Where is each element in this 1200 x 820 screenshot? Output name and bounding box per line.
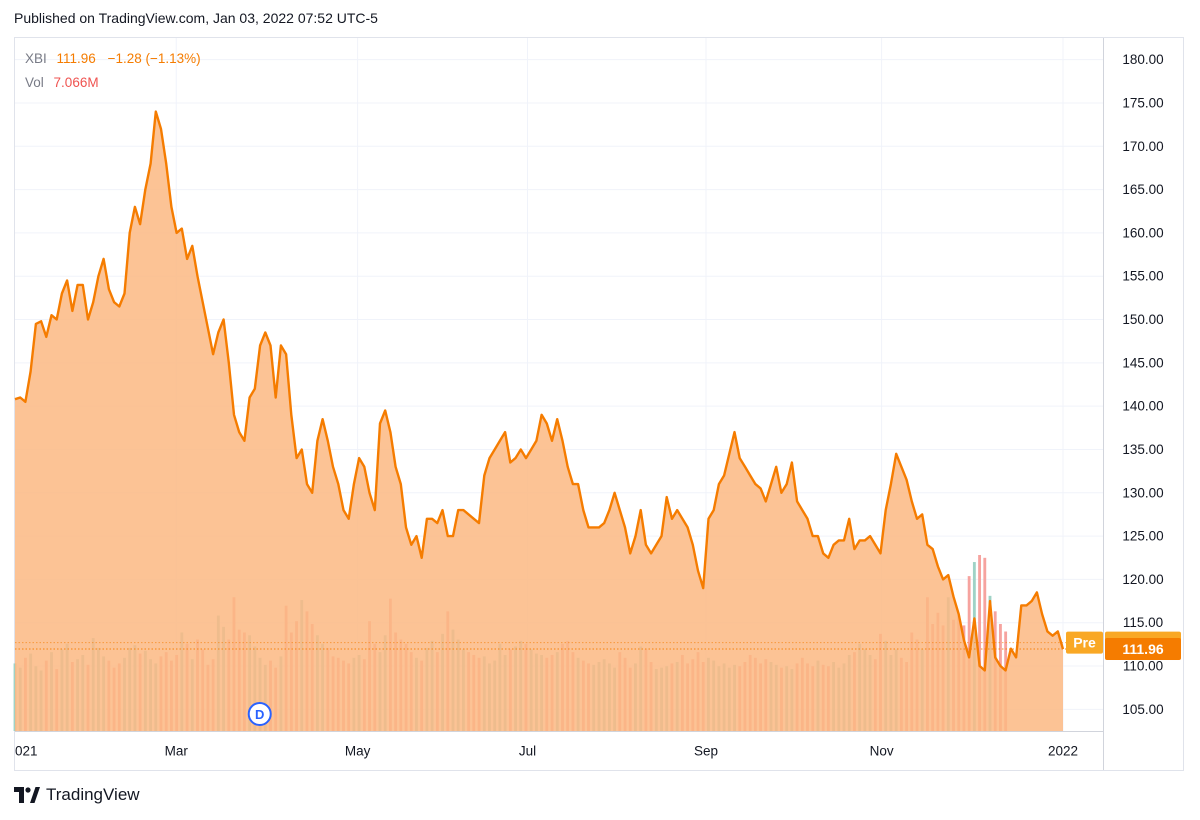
legend-price: 111.96 xyxy=(56,51,96,66)
tradingview-logo-icon xyxy=(14,787,40,803)
y-tick-label: 125.00 xyxy=(1122,529,1163,544)
y-tick-label: 145.00 xyxy=(1122,355,1163,370)
pre-market-tag xyxy=(1066,631,1103,654)
event-marker-label: D xyxy=(255,707,264,722)
price-line xyxy=(14,110,1065,672)
price-badges: 112.70Pre111.96 xyxy=(1066,631,1181,661)
x-tick-label: Sep xyxy=(694,744,718,759)
price-badge-value: 111.96 xyxy=(1122,641,1163,657)
footer-brand[interactable]: TradingView xyxy=(14,785,140,805)
published-caption: Published on TradingView.com, Jan 03, 20… xyxy=(14,10,378,26)
y-tick-label: 155.00 xyxy=(1122,269,1163,284)
volume-bar xyxy=(978,555,982,731)
y-tick-label: 160.00 xyxy=(1122,225,1163,240)
price-badge xyxy=(1105,638,1181,661)
y-tick-label: 110.00 xyxy=(1123,659,1163,674)
y-tick-label: 130.00 xyxy=(1122,485,1163,500)
event-marker-icon[interactable] xyxy=(247,702,272,726)
legend-volume-label[interactable]: Vol xyxy=(25,75,44,90)
x-tick-label: 021 xyxy=(15,744,38,759)
legend-row-price: XBI 111.96 −1.28 (−1.13%) xyxy=(25,51,209,66)
legend-change: −1.28 (−1.13%) xyxy=(107,51,201,66)
x-tick-label: Nov xyxy=(870,744,894,759)
y-tick-label: 115.00 xyxy=(1123,615,1163,630)
pre-market-tag-label: Pre xyxy=(1073,635,1096,651)
x-tick-label: Jul xyxy=(519,744,536,759)
volume-bar xyxy=(983,557,987,731)
x-tick-label: 2022 xyxy=(1048,744,1078,759)
y-axis: 180.00 175.00 170.00 165.00 160.00 155.00 150.… xyxy=(1103,38,1164,770)
y-tick-label: 150.00 xyxy=(1122,312,1163,327)
price-lines xyxy=(15,642,1103,650)
y-tick-label: 180.00 xyxy=(1122,52,1163,67)
y-tick-label: 140.00 xyxy=(1122,399,1163,414)
y-tick-label: 175.00 xyxy=(1122,95,1163,110)
x-axis: 021 Mar May Jul Sep Nov 2022 xyxy=(15,731,1103,759)
y-tick-label: 105.00 xyxy=(1122,702,1163,717)
price-area xyxy=(15,111,1063,732)
legend-volume-value: 7.066M xyxy=(53,75,99,90)
y-tick-label: 135.00 xyxy=(1122,442,1163,457)
y-tick-label: 120.00 xyxy=(1122,572,1163,587)
footer-brand-label: TradingView xyxy=(46,785,140,804)
x-tick-label: Mar xyxy=(165,744,189,759)
x-tick-label: May xyxy=(345,744,371,759)
dividend-event-marker[interactable]: D xyxy=(247,702,272,726)
y-tick-label: 165.00 xyxy=(1122,182,1163,197)
legend-row-volume: Vol 7.066M xyxy=(25,75,99,90)
chart-frame xyxy=(14,37,1184,771)
legend-symbol[interactable]: XBI xyxy=(25,51,47,66)
y-tick-label: 170.00 xyxy=(1122,139,1163,154)
